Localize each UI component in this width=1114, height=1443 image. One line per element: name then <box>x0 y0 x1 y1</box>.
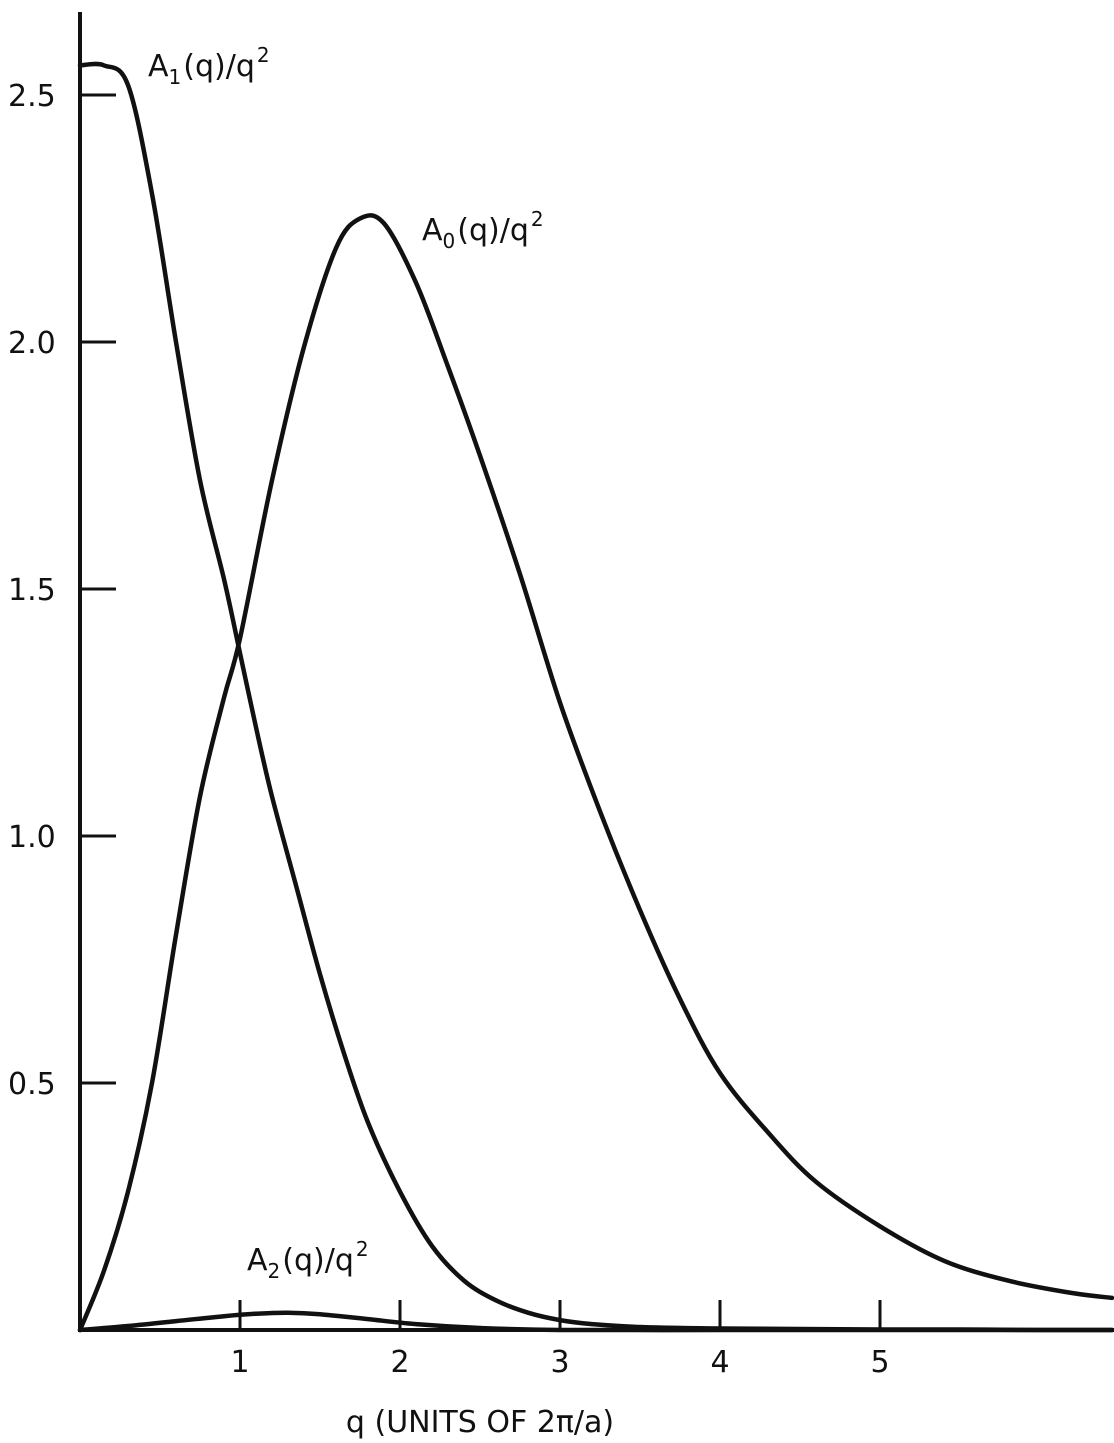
a1-label: A1(q)/q 2 <box>148 43 270 89</box>
a2-label: A2(q)/q 2 <box>247 1237 369 1283</box>
y-tick-label: 1.5 <box>8 573 56 608</box>
series-lines <box>77 61 1114 1333</box>
a0-curve <box>77 213 1114 1333</box>
y-tick-label: 0.5 <box>8 1067 56 1102</box>
series-labels: A1(q)/q 2 A0(q)/q 2 A2(q)/q 2 <box>148 43 544 1283</box>
x-tick-label: 1 <box>230 1345 249 1380</box>
x-axis-ticks: 1 2 3 4 5 <box>230 1300 890 1380</box>
x-tick-label: 4 <box>710 1345 729 1380</box>
x-axis-title: q (UNITS OF 2π/a) <box>346 1405 614 1440</box>
y-tick-label: 2.0 <box>8 326 56 361</box>
a1-curve <box>77 61 1114 1333</box>
y-axis-ticks: 0.5 1.0 1.5 2.0 2.5 <box>8 79 116 1102</box>
y-tick-label: 2.5 <box>8 79 56 114</box>
x-tick-label: 3 <box>550 1345 569 1380</box>
y-tick-label: 1.0 <box>8 820 56 855</box>
x-tick-label: 5 <box>870 1345 889 1380</box>
x-tick-label: 2 <box>390 1345 409 1380</box>
a2-curve <box>77 1310 1114 1333</box>
a0-label: A0(q)/q 2 <box>422 207 544 253</box>
